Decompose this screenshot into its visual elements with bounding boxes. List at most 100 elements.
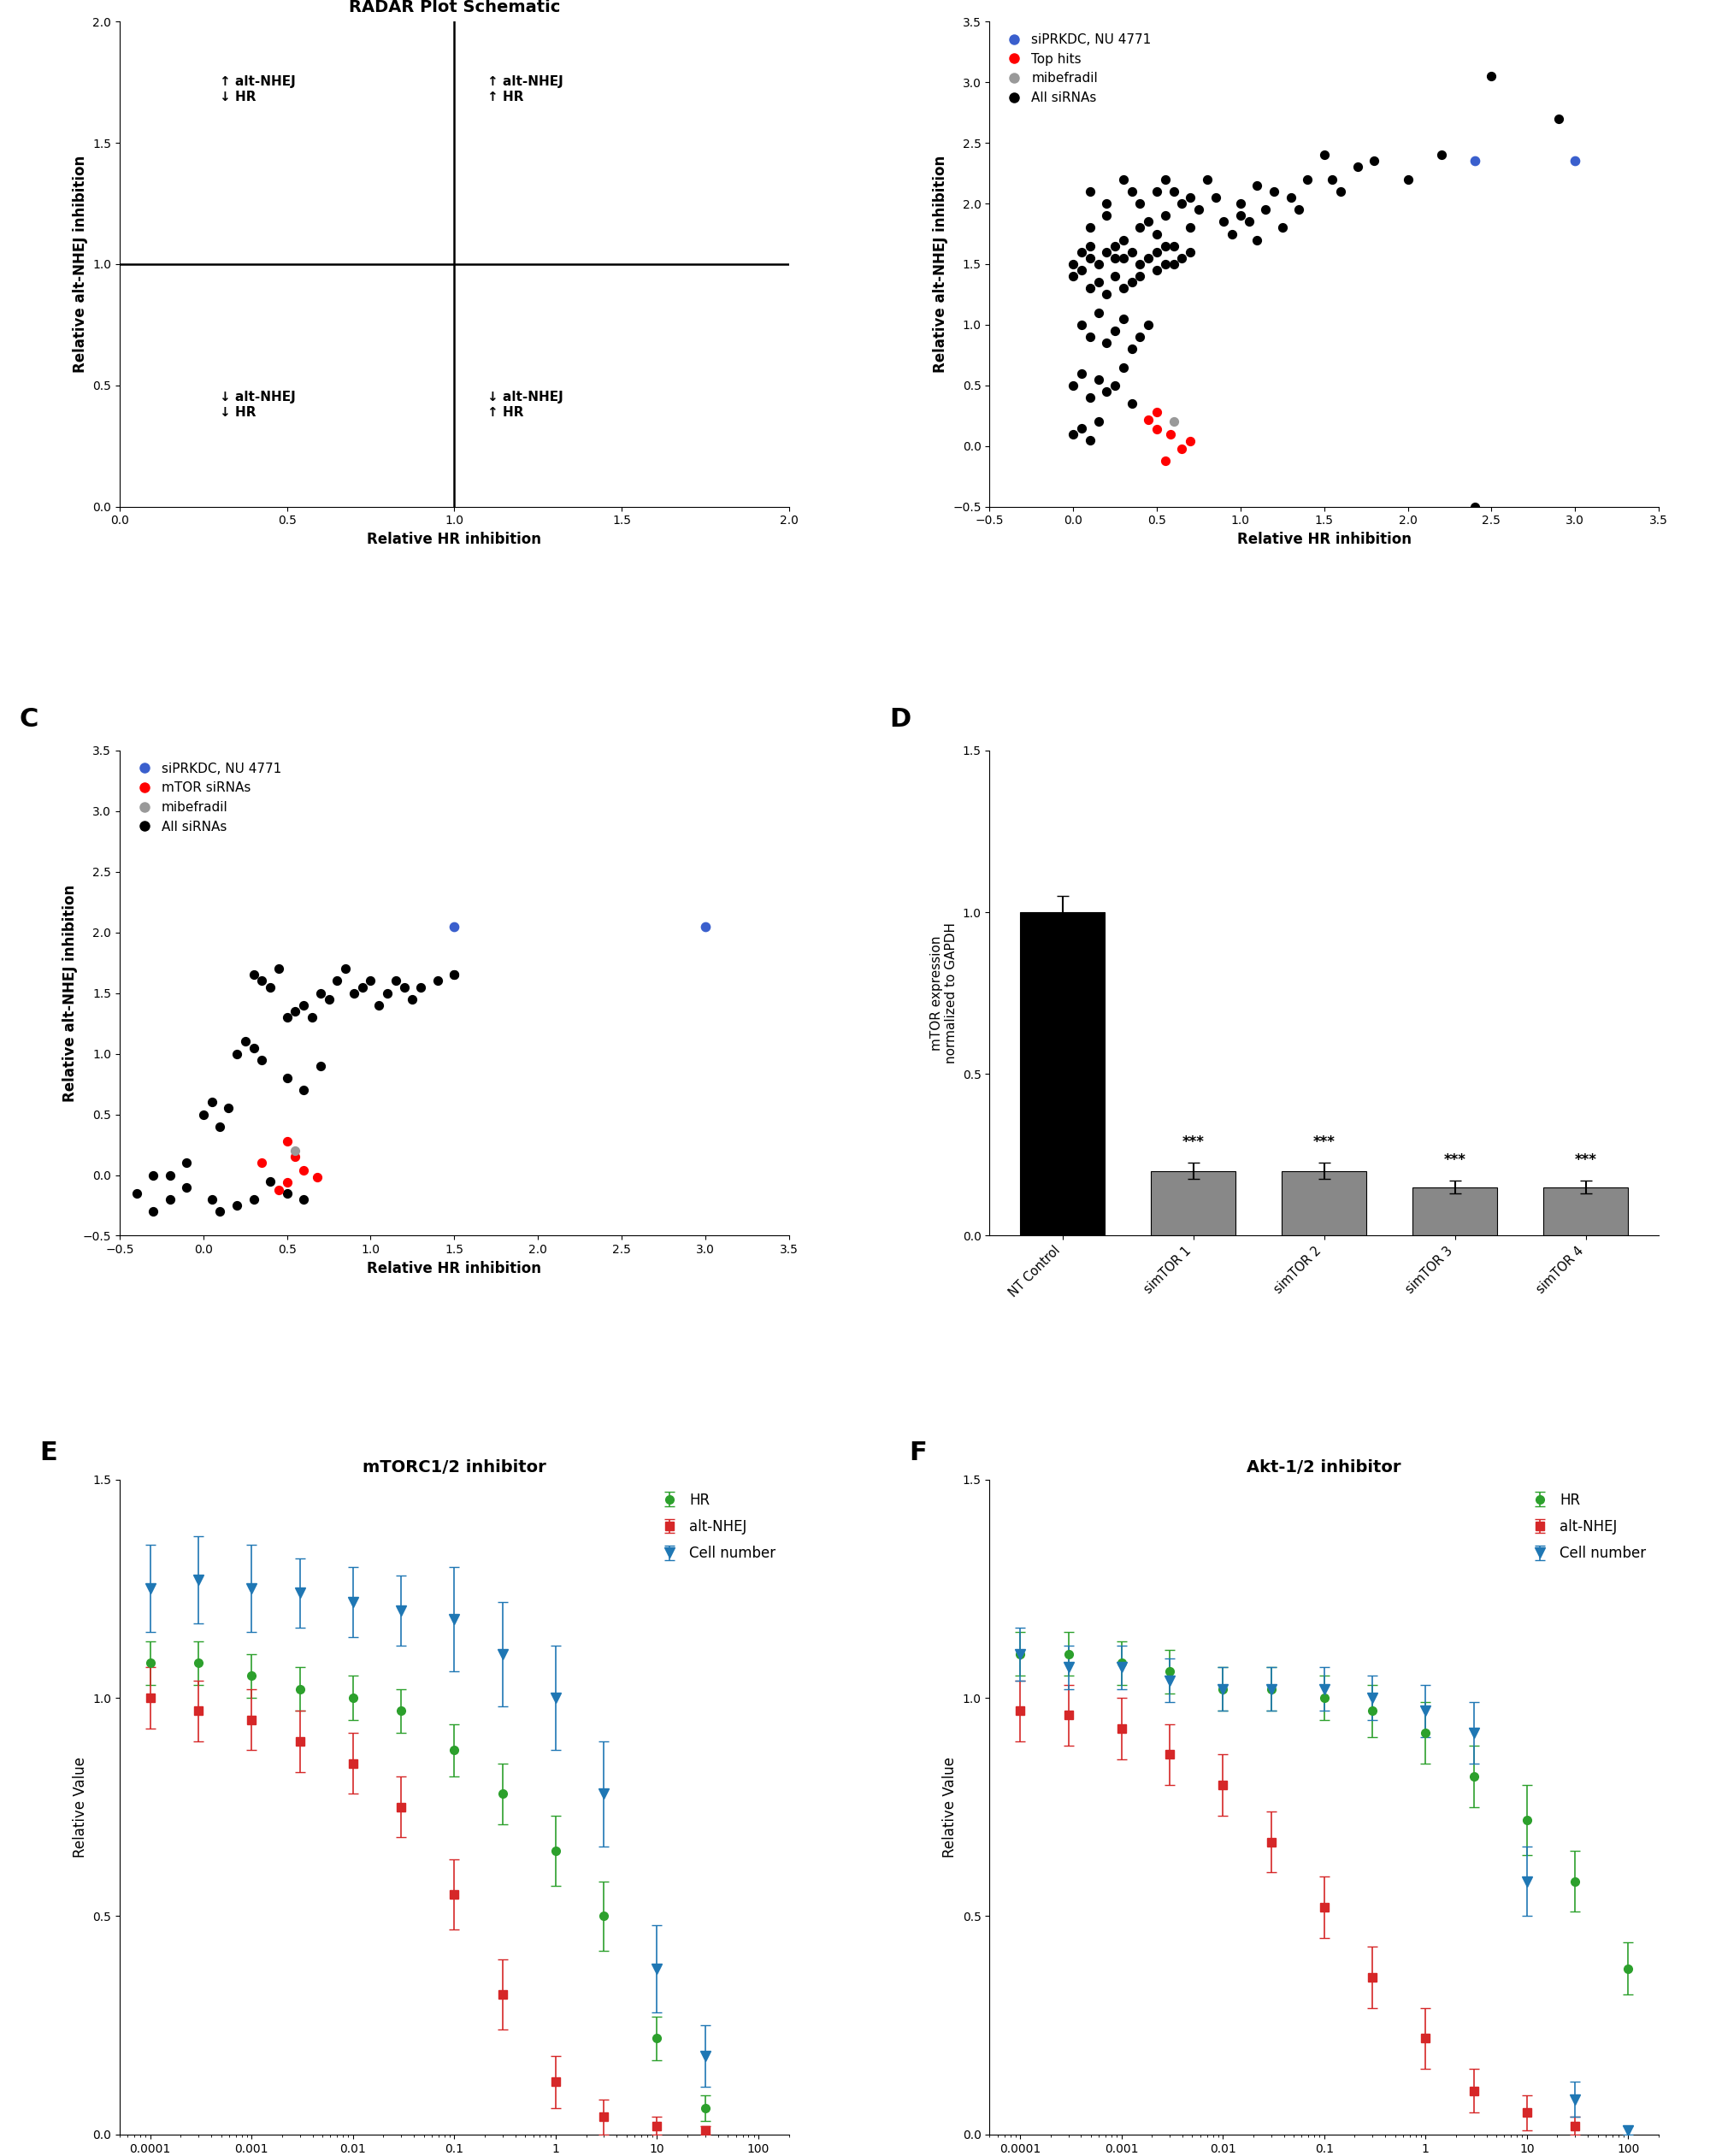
Point	[1144, 412, 1171, 446]
Point	[315, 981, 342, 1015]
Point	[1101, 229, 1129, 263]
Text: ***: ***	[1313, 1134, 1336, 1149]
Text: ***: ***	[1443, 1151, 1465, 1169]
Y-axis label: Relative Value: Relative Value	[942, 1757, 958, 1856]
Point	[1135, 205, 1163, 239]
Point	[248, 1145, 275, 1179]
X-axis label: Relative HR inhibition: Relative HR inhibition	[368, 533, 542, 548]
Point	[282, 1141, 310, 1175]
Text: C: C	[19, 707, 38, 731]
Point	[1093, 185, 1120, 220]
Point	[1076, 229, 1103, 263]
Point	[1060, 416, 1088, 451]
Point	[1159, 229, 1187, 263]
Point	[1067, 308, 1096, 343]
Point	[1084, 265, 1112, 300]
Point	[239, 1031, 267, 1065]
Point	[1428, 138, 1455, 172]
Point	[207, 1194, 234, 1229]
X-axis label: Relative HR inhibition: Relative HR inhibition	[1236, 533, 1411, 548]
Point	[441, 957, 469, 992]
Point	[1093, 326, 1120, 360]
Point	[357, 964, 385, 998]
Point	[1151, 444, 1178, 479]
Point	[1084, 248, 1112, 282]
Point	[1127, 248, 1154, 282]
Point	[1144, 395, 1171, 429]
Title: mTORC1/2 inhibitor: mTORC1/2 inhibitor	[363, 1460, 545, 1475]
Point	[441, 910, 469, 944]
Point	[1159, 405, 1187, 440]
Point	[265, 1173, 292, 1207]
Point	[1118, 332, 1146, 367]
Point	[1093, 198, 1120, 233]
Point	[1110, 302, 1137, 336]
Point	[306, 977, 333, 1011]
Point	[1067, 235, 1096, 270]
Point	[1176, 181, 1204, 216]
Point	[274, 1061, 301, 1095]
Point	[691, 910, 718, 944]
Point	[156, 1181, 183, 1216]
Y-axis label: Relative alt-NHEJ inhibition: Relative alt-NHEJ inhibition	[72, 155, 87, 373]
Point	[248, 1044, 275, 1078]
Point	[1460, 144, 1488, 179]
Point	[1060, 369, 1088, 403]
Point	[1327, 175, 1354, 209]
Point	[1060, 248, 1088, 282]
Title: RADAR Plot Schematic: RADAR Plot Schematic	[349, 0, 559, 15]
Legend: siPRKDC, NU 4771, mTOR siRNAs, mibefradil, All siRNAs: siPRKDC, NU 4771, mTOR siRNAs, mibefradi…	[127, 757, 287, 839]
Point	[381, 964, 409, 998]
Text: ↑ alt-NHEJ
↑ HR: ↑ alt-NHEJ ↑ HR	[487, 75, 564, 103]
Point	[1101, 313, 1129, 347]
Point	[1127, 211, 1154, 246]
Point	[156, 1158, 183, 1192]
Point	[239, 1181, 267, 1216]
Point	[1159, 175, 1187, 209]
Point	[274, 1175, 301, 1210]
Point	[303, 1160, 330, 1194]
Point	[1243, 222, 1271, 257]
Point	[298, 1000, 325, 1035]
Point	[231, 1024, 258, 1059]
Point	[1110, 222, 1137, 257]
Point	[1101, 241, 1129, 276]
Point	[306, 1048, 333, 1082]
Point	[1067, 356, 1096, 390]
Point	[1394, 162, 1421, 196]
Point	[1084, 295, 1112, 330]
Point	[1127, 319, 1154, 354]
Point	[1135, 241, 1163, 276]
Point	[215, 1091, 243, 1125]
Text: ↓ alt-NHEJ
↑ HR: ↓ alt-NHEJ ↑ HR	[487, 390, 564, 418]
Bar	[1281, 1171, 1366, 1235]
Point	[1544, 101, 1571, 136]
Point	[398, 981, 426, 1015]
Text: ↓ alt-NHEJ
↓ HR: ↓ alt-NHEJ ↓ HR	[221, 390, 296, 418]
Point	[1067, 410, 1096, 444]
Point	[256, 1164, 284, 1199]
Point	[1076, 272, 1103, 306]
Point	[1144, 235, 1171, 270]
Point	[222, 1037, 250, 1072]
Text: D: D	[889, 707, 911, 731]
Point	[340, 977, 368, 1011]
Point	[1202, 181, 1229, 216]
Y-axis label: Relative alt-NHEJ inhibition: Relative alt-NHEJ inhibition	[63, 884, 79, 1102]
Legend: siPRKDC, NU 4771, Top hits, mibefradil, All siRNAs: siPRKDC, NU 4771, Top hits, mibefradil, …	[997, 28, 1156, 110]
Point	[282, 994, 310, 1028]
Legend: HR, alt-NHEJ, Cell number: HR, alt-NHEJ, Cell number	[650, 1488, 781, 1567]
Point	[1159, 248, 1187, 282]
Point	[1076, 379, 1103, 414]
Point	[1194, 162, 1221, 196]
Point	[374, 977, 402, 1011]
Point	[390, 970, 417, 1005]
X-axis label: Relative HR inhibition: Relative HR inhibition	[368, 1261, 542, 1276]
Point	[332, 951, 359, 985]
Point	[1243, 168, 1271, 203]
Point	[1211, 205, 1238, 239]
Point	[1176, 211, 1204, 246]
Point	[1084, 362, 1112, 397]
Bar	[1151, 1171, 1236, 1235]
Point	[274, 1123, 301, 1158]
